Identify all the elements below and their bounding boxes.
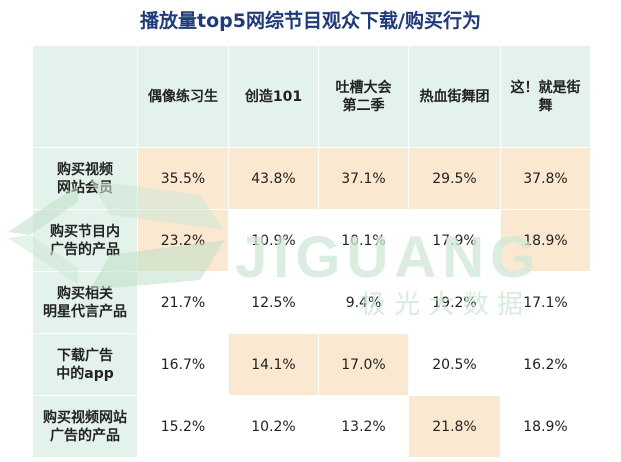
table-cell: 29.5% bbox=[408, 147, 501, 210]
table-cell: 10.1% bbox=[318, 209, 409, 272]
table-cell: 14.1% bbox=[228, 333, 319, 396]
table-cell: 15.2% bbox=[137, 395, 229, 458]
table-cell: 18.9% bbox=[500, 209, 591, 272]
table-cell: 21.8% bbox=[408, 395, 501, 458]
row-header: 购买视频 网站会员 bbox=[32, 147, 138, 210]
table-cell: 10.2% bbox=[228, 395, 319, 458]
table-row: 下载广告 中的app 16.7% 14.1% 17.0% 20.5% 16.2% bbox=[32, 333, 591, 396]
row-header: 下载广告 中的app bbox=[32, 333, 138, 396]
row-header: 购买节目内 广告的产品 bbox=[32, 209, 138, 272]
chart-title: 播放量top5网综节目观众下载/购买行为 bbox=[140, 10, 481, 32]
data-table: 偶像练习生 创造101 吐槽大会 第二季 热血街舞团 这！就是街舞购买视频 网站会员 35.5… bbox=[32, 45, 591, 458]
column-header: 偶像练习生 bbox=[137, 45, 229, 148]
table-cell: 37.8% bbox=[500, 147, 591, 210]
column-header: 这！就是街舞 bbox=[500, 45, 591, 148]
table-cell: 17.1% bbox=[500, 271, 591, 334]
table-cell: 17.0% bbox=[318, 333, 409, 396]
table-corner-cell bbox=[32, 45, 138, 148]
table-cell: 18.9% bbox=[500, 395, 591, 458]
table-row: 购买相关 明星代言产品 21.7% 12.5% 9.4% 19.2% 17.1% bbox=[32, 271, 591, 334]
table-cell: 23.2% bbox=[137, 209, 229, 272]
table-cell: 35.5% bbox=[137, 147, 229, 210]
table-row: 购买节目内 广告的产品 23.2% 10.9% 10.1% 17.9% 18.9% bbox=[32, 209, 591, 272]
table-cell: 12.5% bbox=[228, 271, 319, 334]
table-cell: 10.9% bbox=[228, 209, 319, 272]
table-cell: 17.9% bbox=[408, 209, 501, 272]
column-header: 热血街舞团 bbox=[408, 45, 501, 148]
table-cell: 37.1% bbox=[318, 147, 409, 210]
table-cell: 16.7% bbox=[137, 333, 229, 396]
table-cell: 16.2% bbox=[500, 333, 591, 396]
row-header: 购买相关 明星代言产品 bbox=[32, 271, 138, 334]
column-header: 吐槽大会 第二季 bbox=[318, 45, 409, 148]
table-cell: 43.8% bbox=[228, 147, 319, 210]
table-cell: 9.4% bbox=[318, 271, 409, 334]
table-cell: 19.2% bbox=[408, 271, 501, 334]
column-header: 创造101 bbox=[228, 45, 319, 148]
table-row: 购买视频 网站会员 35.5% 43.8% 37.1% 29.5% 37.8% bbox=[32, 147, 591, 210]
table-cell: 21.7% bbox=[137, 271, 229, 334]
row-header: 购买视频网站 广告的产品 bbox=[32, 395, 138, 458]
table-cell: 20.5% bbox=[408, 333, 501, 396]
table-cell: 13.2% bbox=[318, 395, 409, 458]
table-row: 购买视频网站 广告的产品 15.2% 10.2% 13.2% 21.8% 18.9% bbox=[32, 395, 591, 458]
